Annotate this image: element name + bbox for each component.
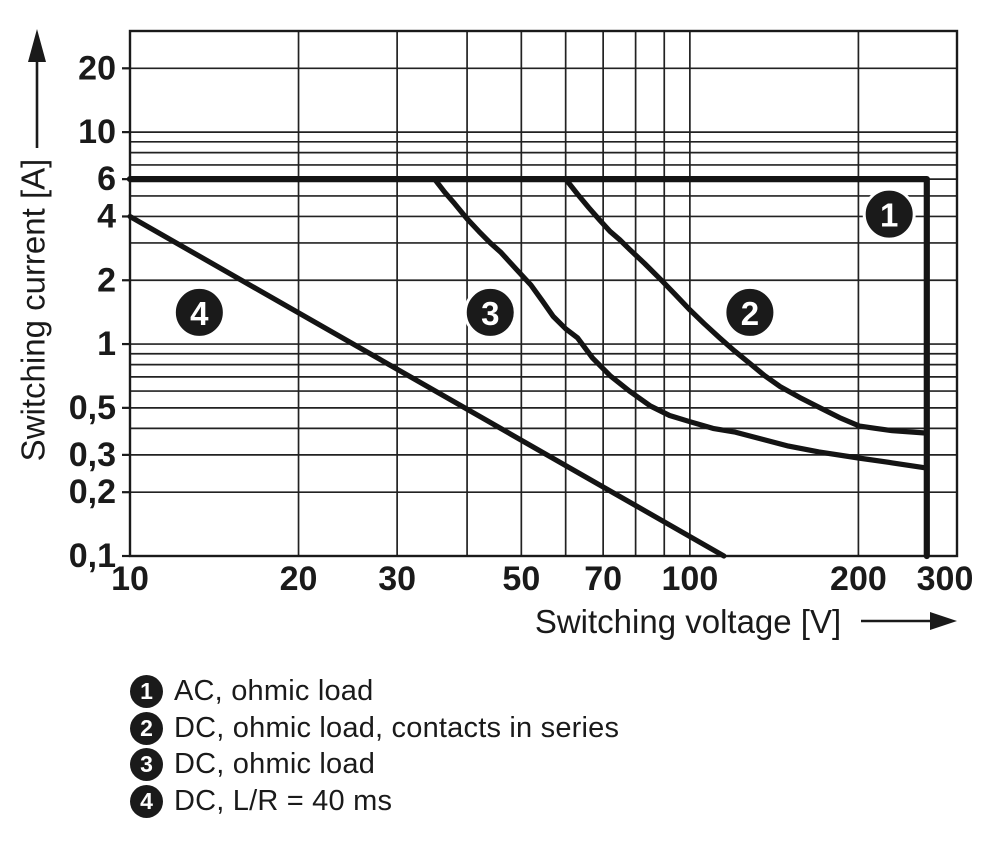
curve-4-path (127, 213, 727, 559)
legend-item: 2 DC, ohmic load, contacts in series (130, 711, 620, 745)
y-tick-label: 10 (78, 113, 116, 151)
plot-border (128, 29, 959, 558)
legend-item-label: DC, ohmic load, contacts in series (174, 711, 620, 744)
chart-legend: 1 AC, ohmic load 2 DC, ohmic load, conta… (130, 675, 619, 821)
y-tick-label: 1 (97, 325, 116, 363)
legend-item-label: DC, ohmic load (174, 748, 376, 780)
legend-marker-1-icon: 1 (130, 675, 163, 708)
x-tick-label: 200 (830, 560, 887, 598)
curve-marker-3-label: 3 (481, 295, 499, 332)
x-tick-label: 30 (378, 560, 416, 598)
x-tick-label: 20 (280, 560, 318, 598)
legend-marker-3-icon: 3 (130, 748, 163, 781)
y-axis-arrowhead-icon (28, 29, 46, 62)
curve-2-path (563, 176, 930, 436)
legend-item: 4 DC, L/R = 40 ms (130, 784, 619, 818)
y-tick-label: 0,1 (69, 537, 116, 575)
y-tick-label: 0,2 (69, 473, 116, 511)
x-axis-title: Switching voltage [V] (535, 603, 841, 640)
y-tick-label: 6 (97, 160, 116, 198)
curve-marker-4-icon (172, 285, 226, 339)
curve-3-path (432, 176, 930, 471)
curve-marker-3-icon (463, 285, 517, 339)
curve-marker-4-label: 4 (190, 295, 209, 332)
x-tick-label: 300 (917, 560, 974, 598)
curve-marker-1-icon (862, 187, 916, 241)
y-tick-label: 0,5 (69, 389, 116, 427)
x-tick-label: 10 (111, 560, 149, 598)
y-tick-label: 0,3 (69, 436, 116, 474)
legend-item-label: AC, ohmic load (174, 675, 374, 707)
legend-marker-2-icon: 2 (130, 711, 163, 745)
legend-item: 1 AC, ohmic load (130, 675, 619, 708)
y-tick-label: 2 (97, 261, 116, 299)
x-tick-label: 50 (502, 560, 540, 598)
curve-marker-2-icon (723, 285, 777, 339)
legend-item-label: DC, L/R = 40 ms (174, 784, 393, 817)
curve-marker-1-label: 1 (880, 197, 898, 234)
legend-item: 3 DC, ohmic load (130, 748, 619, 781)
x-tick-label: 70 (584, 560, 622, 598)
y-axis-title: Switching current [A] (15, 159, 52, 462)
y-tick-label: 20 (78, 49, 116, 87)
legend-marker-4-icon: 4 (130, 784, 163, 818)
y-tick-label: 4 (97, 197, 116, 235)
x-axis-arrowhead-icon (930, 612, 957, 630)
x-tick-label: 100 (662, 560, 719, 598)
curve-marker-2-label: 2 (741, 295, 759, 332)
curve-1-path (126, 176, 930, 560)
